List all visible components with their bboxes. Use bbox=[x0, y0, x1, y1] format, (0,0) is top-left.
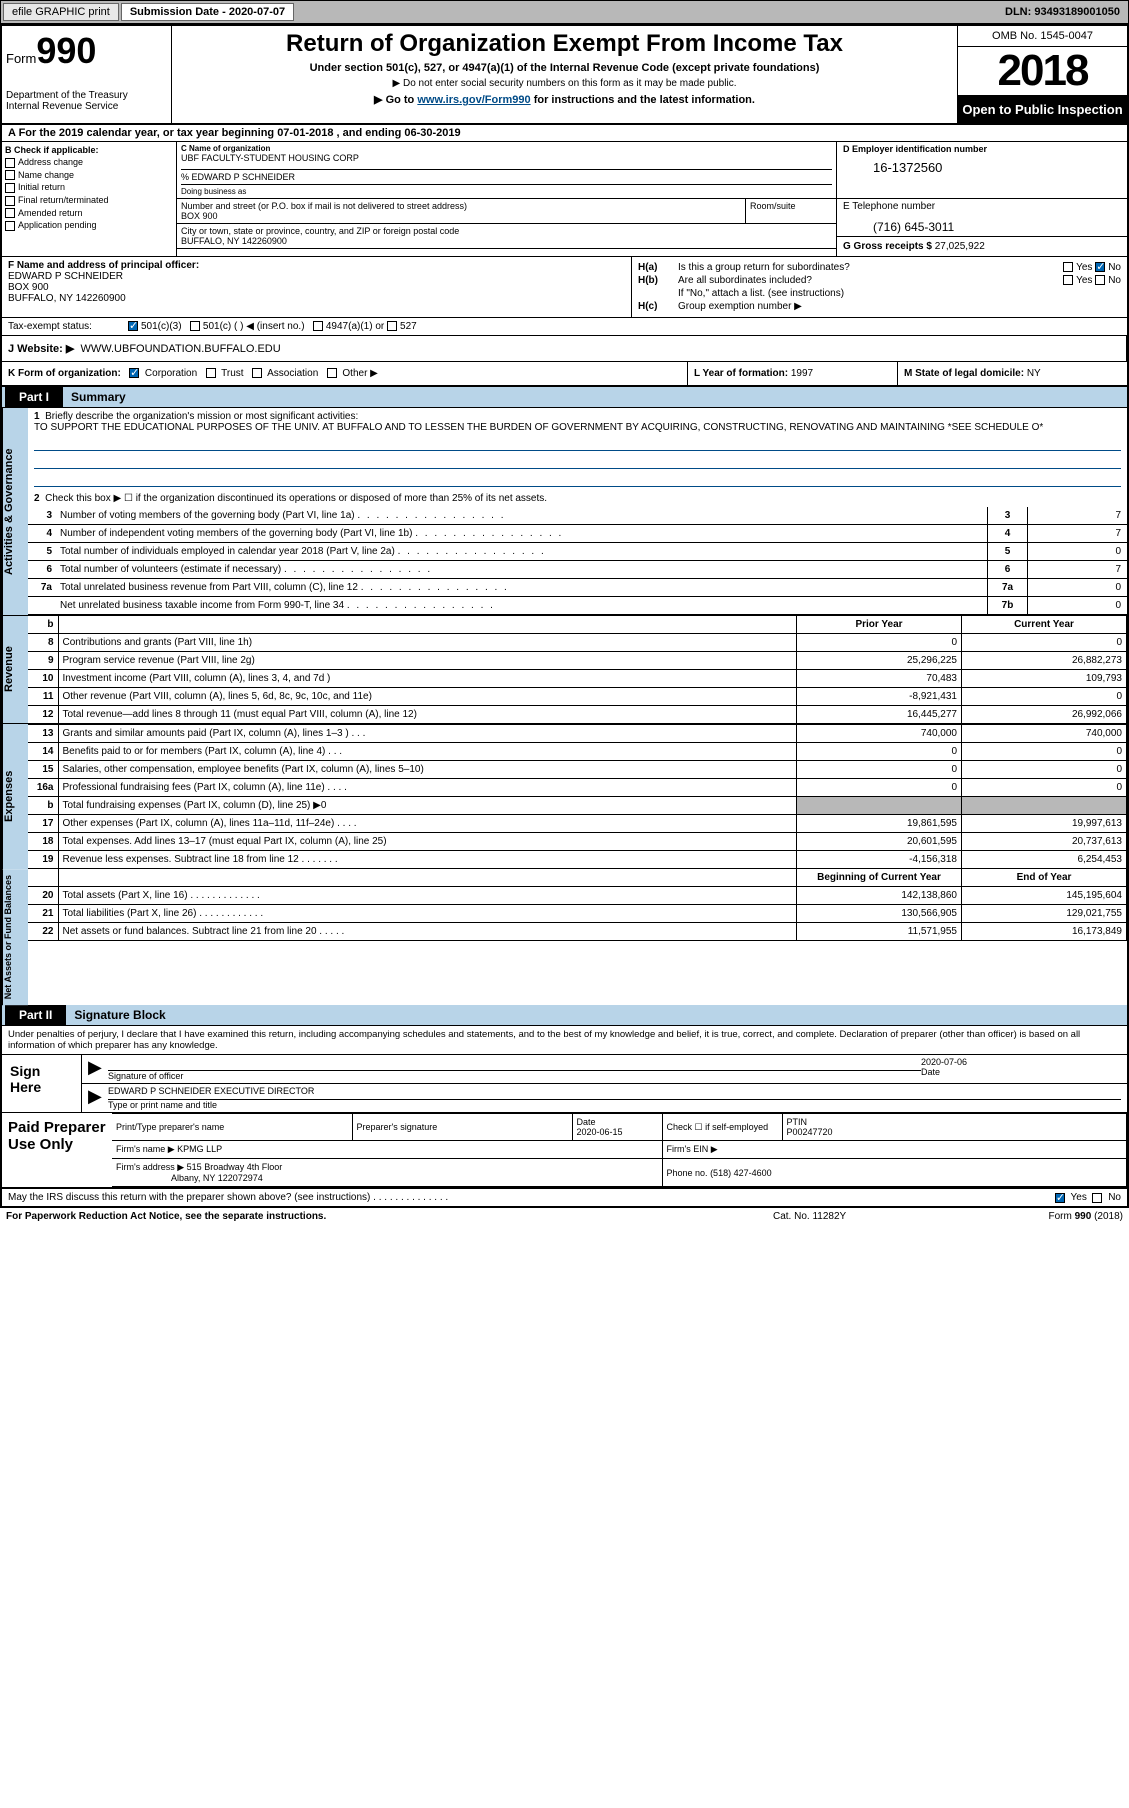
form-990: Form990 Department of the TreasuryIntern… bbox=[0, 24, 1129, 1208]
q2-checkbox: Check this box ▶ ☐ if the organization d… bbox=[45, 493, 547, 504]
section-b-checkboxes: B Check if applicable: Address changeNam… bbox=[2, 142, 177, 256]
prep-date: 2020-06-15 bbox=[577, 1127, 623, 1137]
vtab-revenue: Revenue bbox=[2, 616, 28, 724]
row-a-tax-year: A For the 2019 calendar year, or tax yea… bbox=[2, 125, 1127, 142]
street-label: Number and street (or P.O. box if mail i… bbox=[181, 201, 741, 211]
firm-ein-label: Firm's EIN ▶ bbox=[662, 1141, 1127, 1159]
checkbox-option[interactable]: Name change bbox=[5, 170, 173, 181]
checkbox-option[interactable]: Application pending bbox=[5, 220, 173, 231]
paperwork-notice: For Paperwork Reduction Act Notice, see … bbox=[6, 1211, 773, 1222]
city-value: BUFFALO, NY 142260900 bbox=[181, 236, 832, 246]
dln: DLN: 93493189001050 bbox=[1005, 6, 1126, 18]
current-year-hdr: Current Year bbox=[962, 616, 1127, 634]
omb-number: OMB No. 1545-0047 bbox=[958, 26, 1127, 47]
tax-exempt-row: Tax-exempt status: 501(c)(3) 501(c) ( ) … bbox=[2, 318, 1127, 336]
perjury-declaration: Under penalties of perjury, I declare th… bbox=[2, 1026, 1127, 1055]
section-f-officer: F Name and address of principal officer:… bbox=[2, 257, 632, 317]
cat-no: Cat. No. 11282Y bbox=[773, 1211, 973, 1222]
phone-label: E Telephone number bbox=[843, 201, 1121, 212]
prior-year-hdr: Prior Year bbox=[797, 616, 962, 634]
prep-name-label: Print/Type preparer's name bbox=[116, 1122, 224, 1132]
ha-question: Is this a group return for subordinates? bbox=[678, 262, 1063, 273]
care-of: % EDWARD P SCHNEIDER bbox=[181, 169, 832, 182]
sig-officer-label: Signature of officer bbox=[108, 1071, 183, 1081]
ein-label: D Employer identification number bbox=[843, 144, 1121, 154]
efile-button[interactable]: efile GRAPHIC print bbox=[3, 3, 119, 21]
ssn-note: ▶ Do not enter social security numbers o… bbox=[180, 78, 949, 89]
form-of-org: K Form of organization: Corporation Trus… bbox=[2, 362, 687, 385]
firm-addr: 515 Broadway 4th Floor bbox=[187, 1162, 283, 1172]
vtab-netassets: Net Assets or Fund Balances bbox=[2, 869, 28, 1005]
begin-year-hdr: Beginning of Current Year bbox=[797, 869, 962, 887]
gross-receipts: G Gross receipts $ 27,025,922 bbox=[837, 236, 1127, 256]
sig-date: 2020-07-06 bbox=[921, 1057, 1121, 1067]
website-row: J Website: ▶ WWW.UBFOUNDATION.BUFFALO.ED… bbox=[2, 336, 1127, 361]
hb-question: Are all subordinates included? bbox=[678, 275, 1063, 286]
part1-header: Part ISummary bbox=[2, 387, 1127, 408]
part2-header: Part IISignature Block bbox=[2, 1005, 1127, 1026]
submission-date: Submission Date - 2020-07-07 bbox=[121, 3, 294, 21]
irs-discuss-question: May the IRS discuss this return with the… bbox=[8, 1192, 1055, 1203]
prep-sig-label: Preparer's signature bbox=[357, 1122, 438, 1132]
firm-phone: (518) 427-4600 bbox=[710, 1168, 772, 1178]
irs-link[interactable]: www.irs.gov/Form990 bbox=[417, 94, 530, 106]
form-subtitle: Under section 501(c), 527, or 4947(a)(1)… bbox=[180, 62, 949, 74]
officer-name: EDWARD P SCHNEIDER EXECUTIVE DIRECTOR bbox=[108, 1086, 1121, 1100]
city-label: City or town, state or province, country… bbox=[181, 226, 832, 236]
room-label: Room/suite bbox=[746, 199, 836, 223]
end-year-hdr: End of Year bbox=[962, 869, 1127, 887]
instructions-link: ▶ Go to www.irs.gov/Form990 for instruct… bbox=[180, 93, 949, 106]
vtab-activities: Activities & Governance bbox=[2, 408, 28, 615]
ein-value: 16-1372560 bbox=[873, 160, 1121, 175]
org-name: UBF FACULTY-STUDENT HOUSING CORP bbox=[181, 153, 832, 163]
checkbox-option[interactable]: Amended return bbox=[5, 208, 173, 219]
open-public-badge: Open to Public Inspection bbox=[958, 96, 1127, 123]
checkbox-option[interactable]: Initial return bbox=[5, 182, 173, 193]
sign-here-label: Sign Here bbox=[2, 1055, 82, 1112]
arrow-icon: ▶ bbox=[88, 1086, 108, 1110]
hb-note: If "No," attach a list. (see instruction… bbox=[678, 288, 1121, 299]
form-number: Form990 bbox=[6, 30, 167, 72]
form-title: Return of Organization Exempt From Incom… bbox=[180, 30, 949, 58]
dept-treasury: Department of the TreasuryInternal Reven… bbox=[6, 90, 167, 112]
self-employed-check: Check ☐ if self-employed bbox=[662, 1114, 782, 1141]
top-bar: efile GRAPHIC print Submission Date - 20… bbox=[0, 0, 1129, 24]
firm-name: KPMG LLP bbox=[177, 1144, 222, 1154]
checkbox-option[interactable]: Final return/terminated bbox=[5, 195, 173, 206]
dba-label: Doing business as bbox=[181, 184, 832, 196]
paid-preparer-label: Paid Preparer Use Only bbox=[2, 1113, 112, 1187]
mission-text: TO SUPPORT THE EDUCATIONAL PURPOSES OF T… bbox=[34, 422, 1121, 433]
street-value: BOX 900 bbox=[181, 211, 741, 221]
checkbox-option[interactable]: Address change bbox=[5, 157, 173, 168]
hc-group: Group exemption number ▶ bbox=[678, 301, 1121, 312]
vtab-expenses: Expenses bbox=[2, 724, 28, 869]
form-footer: Form 990 (2018) bbox=[973, 1211, 1123, 1222]
tax-year: 2018 bbox=[958, 47, 1127, 96]
q1-label: Briefly describe the organization's miss… bbox=[45, 411, 358, 422]
arrow-icon: ▶ bbox=[88, 1057, 108, 1081]
org-name-label: C Name of organization bbox=[181, 144, 832, 153]
ptin: P00247720 bbox=[787, 1127, 833, 1137]
phone-value: (716) 645-3011 bbox=[873, 220, 1121, 234]
year-formation: L Year of formation: 1997 bbox=[687, 362, 897, 385]
state-domicile: M State of legal domicile: NY bbox=[897, 362, 1127, 385]
